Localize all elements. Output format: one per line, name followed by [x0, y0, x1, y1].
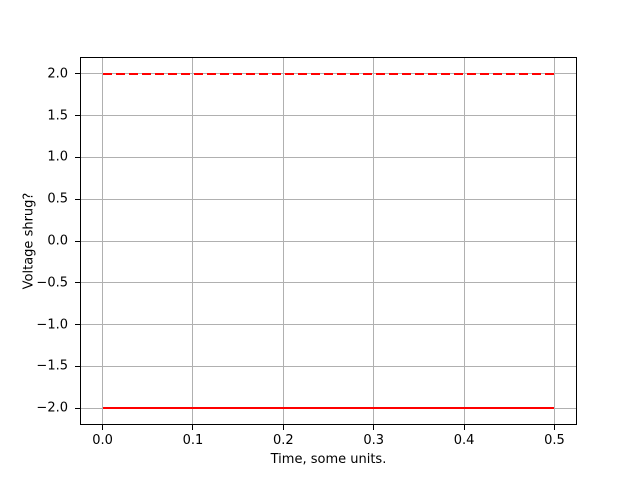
- y-tick: [75, 240, 80, 242]
- y-gridline: [80, 240, 577, 242]
- x-tick-label: 0.5: [544, 433, 565, 448]
- y-tick-label: −1.5: [36, 358, 68, 374]
- plot-area: [80, 57, 577, 425]
- y-tick-label: 2.0: [47, 66, 68, 82]
- x-tick: [102, 425, 104, 430]
- y-tick: [75, 365, 80, 367]
- y-tick-label: 0.0: [47, 233, 68, 249]
- y-tick-label: 1.5: [47, 108, 68, 124]
- x-axis-label: Time, some units.: [270, 452, 387, 467]
- y-gridline: [80, 198, 577, 200]
- x-tick-label: 0.4: [453, 433, 475, 448]
- y-tick-label: 0.5: [47, 191, 68, 207]
- y-tick-label: −0.5: [36, 275, 68, 291]
- x-tick: [373, 425, 375, 430]
- y-tick: [75, 407, 80, 409]
- y-tick: [75, 282, 80, 284]
- y-gridline: [80, 156, 577, 158]
- y-tick: [75, 198, 80, 200]
- series-line-solid: [102, 407, 555, 410]
- y-tick: [75, 73, 80, 75]
- series-line-dashed: [102, 72, 555, 75]
- x-tick: [463, 425, 465, 430]
- y-gridline: [80, 115, 577, 117]
- y-tick: [75, 324, 80, 326]
- y-gridline: [80, 365, 577, 367]
- x-tick: [192, 425, 194, 430]
- y-tick-label: −1.0: [36, 317, 68, 333]
- x-tick: [282, 425, 284, 430]
- y-tick-label: 1.0: [47, 149, 68, 165]
- x-tick: [553, 425, 555, 430]
- y-tick-label: −2.0: [36, 400, 68, 416]
- x-tick-label: 0.1: [182, 433, 204, 448]
- x-tick-label: 0.3: [363, 433, 385, 448]
- y-tick: [75, 156, 80, 158]
- y-gridline: [80, 324, 577, 326]
- y-gridline: [80, 282, 577, 284]
- y-tick: [75, 115, 80, 117]
- x-tick-label: 0.2: [272, 433, 294, 448]
- x-tick-label: 0.0: [92, 433, 113, 448]
